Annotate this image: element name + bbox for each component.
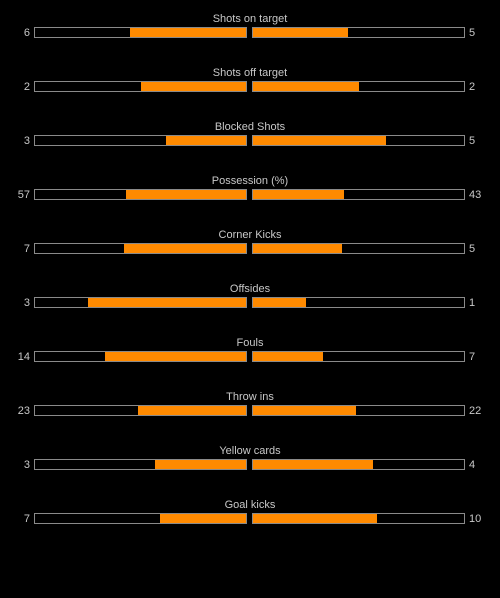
home-value: 57: [17, 189, 30, 201]
away-value: 5: [469, 135, 476, 147]
home-bar: [34, 513, 247, 524]
away-bar: [252, 27, 465, 38]
home-bar-fill: [104, 352, 246, 361]
home-bar-fill: [138, 406, 246, 415]
home-value: 3: [23, 459, 30, 471]
home-bar: [34, 189, 247, 200]
home-bar: [34, 297, 247, 308]
stat-row: Shots on target 6 5: [0, 12, 500, 66]
stat-row: Possession (%) 57 43: [0, 174, 500, 228]
stat-label: Goal kicks: [224, 499, 276, 511]
away-bar: [252, 81, 465, 92]
away-bar-fill: [253, 136, 386, 145]
away-bar-fill: [253, 190, 344, 199]
home-value: 3: [23, 135, 30, 147]
home-bar-fill: [155, 460, 246, 469]
away-value: 1: [469, 297, 476, 309]
away-value: 5: [469, 27, 476, 39]
stat-label: Possession (%): [211, 175, 289, 187]
away-bar: [252, 405, 465, 416]
away-bar-fill: [253, 460, 374, 469]
stat-row: Throw ins 23 22: [0, 390, 500, 444]
away-bar-fill: [253, 82, 359, 91]
away-value: 2: [469, 81, 476, 93]
home-bar: [34, 351, 247, 362]
away-bar-fill: [253, 298, 306, 307]
home-bar: [34, 135, 247, 146]
home-bar-fill: [123, 244, 246, 253]
home-value: 14: [17, 351, 30, 363]
stat-row: Blocked Shots 3 5: [0, 120, 500, 174]
home-bar: [34, 81, 247, 92]
away-bar-fill: [253, 244, 342, 253]
stat-row: Goal kicks 7 10: [0, 498, 500, 552]
match-statistics: Shots on target 6 5 Shots off target 2 2 Block…: [0, 12, 500, 552]
away-bar: [252, 189, 465, 200]
home-value: 7: [23, 243, 30, 255]
home-value: 7: [23, 513, 30, 525]
home-bar: [34, 459, 247, 470]
stat-label: Shots on target: [212, 13, 288, 25]
stat-row: Corner Kicks 7 5: [0, 228, 500, 282]
away-value: 10: [469, 513, 482, 525]
home-value: 2: [23, 81, 30, 93]
home-value: 3: [23, 297, 30, 309]
home-bar: [34, 27, 247, 38]
stat-label: Yellow cards: [219, 445, 281, 457]
stat-label: Offsides: [229, 283, 271, 295]
away-bar-fill: [253, 352, 323, 361]
away-bar: [252, 513, 465, 524]
home-bar: [34, 405, 247, 416]
away-bar-fill: [253, 28, 348, 37]
home-bar-fill: [140, 82, 246, 91]
away-bar-fill: [253, 406, 357, 415]
home-bar: [34, 243, 247, 254]
stat-row: Shots off target 2 2: [0, 66, 500, 120]
away-value: 43: [469, 189, 482, 201]
away-value: 5: [469, 243, 476, 255]
stat-label: Corner Kicks: [218, 229, 282, 241]
stat-label: Fouls: [236, 337, 264, 349]
away-bar: [252, 459, 465, 470]
stat-row: Fouls 14 7: [0, 336, 500, 390]
home-bar-fill: [129, 28, 246, 37]
away-value: 4: [469, 459, 476, 471]
away-value: 22: [469, 405, 482, 417]
stat-label: Shots off target: [212, 67, 288, 79]
away-bar: [252, 243, 465, 254]
away-bar: [252, 297, 465, 308]
home-value: 23: [17, 405, 30, 417]
away-value: 7: [469, 351, 476, 363]
home-bar-fill: [87, 298, 246, 307]
stat-row: Yellow cards 3 4: [0, 444, 500, 498]
stat-label: Blocked Shots: [214, 121, 286, 133]
home-value: 6: [23, 27, 30, 39]
away-bar-fill: [253, 514, 378, 523]
home-bar-fill: [165, 136, 246, 145]
home-bar-fill: [159, 514, 246, 523]
stat-label: Throw ins: [226, 391, 274, 403]
home-bar-fill: [125, 190, 246, 199]
stat-row: Offsides 3 1: [0, 282, 500, 336]
away-bar: [252, 135, 465, 146]
away-bar: [252, 351, 465, 362]
